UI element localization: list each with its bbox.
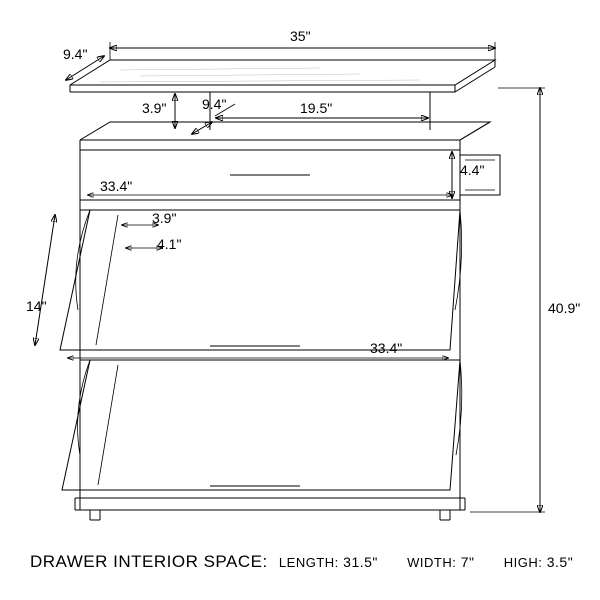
dim-shelf-depth: 9.4" [202, 96, 226, 112]
dim-shelf-inner: 19.5" [300, 100, 332, 116]
dim-shelf-gap: 3.9" [142, 100, 166, 116]
dim-top-depth: 9.4" [63, 46, 87, 62]
footer-high-label: HIGH: [504, 555, 543, 570]
cabinet-drawing [0, 0, 600, 600]
footer-title: DRAWER INTERIOR SPACE: [30, 552, 268, 571]
footer-line: DRAWER INTERIOR SPACE: LENGTH: 31.5" WID… [30, 552, 573, 572]
dim-flap-top-depth: 3.9" [152, 210, 176, 226]
dim-drawer-width: 33.4" [100, 178, 132, 194]
footer-length-label: LENGTH: [279, 555, 339, 570]
footer-width-value: 7" [461, 554, 475, 570]
footer-length-value: 31.5" [343, 554, 378, 570]
dim-total-height: 40.9" [548, 300, 580, 316]
dim-flap-width: 33.4" [370, 340, 402, 356]
footer-high-value: 3.5" [547, 554, 573, 570]
dim-drawer-height: 4.4" [460, 162, 484, 178]
footer-width-label: WIDTH: [407, 555, 456, 570]
dim-flap-height: 14" [26, 298, 47, 314]
dim-top-width: 35" [290, 28, 311, 44]
dim-flap-inner: 4.1" [157, 236, 181, 252]
